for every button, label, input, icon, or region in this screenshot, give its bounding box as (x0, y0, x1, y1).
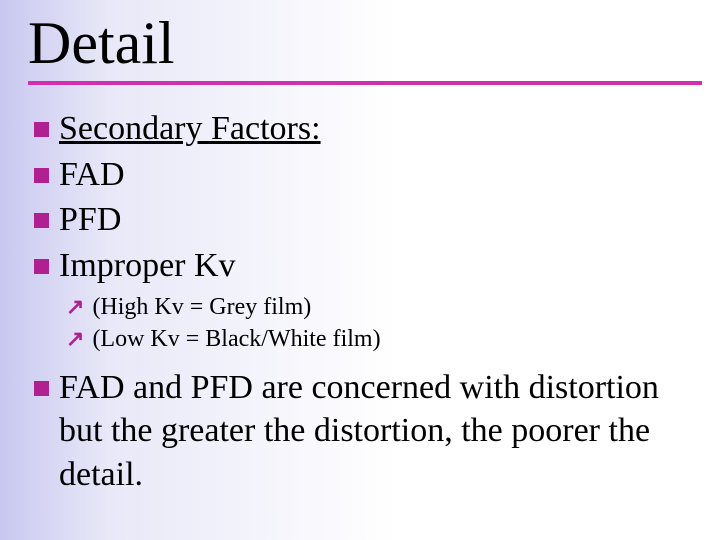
bullet-item: Secondary Factors: (34, 107, 702, 151)
bullet-item: Improper Kv (34, 244, 702, 288)
sub-bullet-item: ↗ (Low Kv = Black/White film) (66, 323, 702, 355)
sub-bullet-list: ↗ (High Kv = Grey film) ↗ (Low Kv = Blac… (28, 291, 702, 356)
bullet-list-2: FAD and PFD are concerned with distortio… (28, 366, 702, 497)
bullet-text: FAD and PFD are concerned with distortio… (59, 366, 702, 497)
arrow-icon: ↗ (66, 324, 84, 354)
square-bullet-icon (34, 381, 49, 396)
arrow-icon: ↗ (66, 292, 84, 322)
square-bullet-icon (34, 168, 49, 183)
bullet-text: Improper Kv (59, 244, 236, 288)
sub-bullet-item: ↗ (High Kv = Grey film) (66, 291, 702, 323)
square-bullet-icon (34, 213, 49, 228)
sub-bullet-text: (High Kv = Grey film) (92, 291, 311, 323)
sub-bullet-text: (Low Kv = Black/White film) (92, 323, 380, 355)
bullet-item: PFD (34, 198, 702, 242)
slide: Detail Secondary Factors: FAD PFD Improp… (0, 0, 720, 540)
title-rule (28, 81, 702, 85)
bullet-list: Secondary Factors: FAD PFD Improper Kv (28, 107, 702, 287)
square-bullet-icon (34, 122, 49, 137)
bullet-text: PFD (59, 198, 121, 242)
bullet-item: FAD (34, 153, 702, 197)
bullet-text: FAD (59, 153, 125, 197)
square-bullet-icon (34, 259, 49, 274)
bullet-text: Secondary Factors: (59, 107, 321, 151)
bullet-item: FAD and PFD are concerned with distortio… (34, 366, 702, 497)
slide-title: Detail (28, 12, 702, 75)
